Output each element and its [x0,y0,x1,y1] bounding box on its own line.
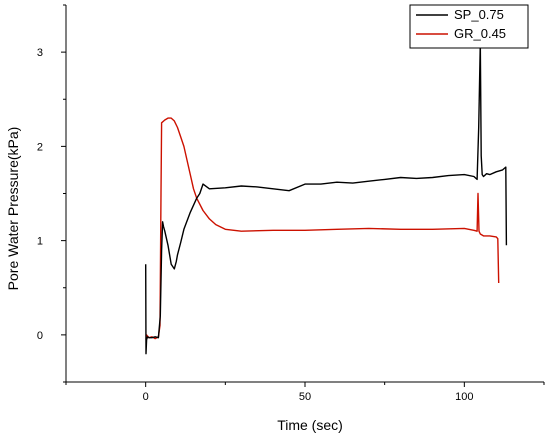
x-axis-title: Time (sec) [277,417,343,433]
y-tick-label-2: 2 [37,141,43,153]
y-tick-label-3: 3 [37,47,43,59]
plot-frame [65,5,544,383]
series-line-sp-0-75 [145,42,508,355]
x-tick-label-0: 0 [143,391,149,403]
legend-label-sp-0-75: SP_0.75 [454,7,504,22]
legend: SP_0.75 GR_0.45 [409,4,529,49]
y-tick-label-1: 1 [37,236,43,248]
legend-box [409,4,529,49]
x-tick-label-50: 50 [299,391,311,403]
y-axis: 0 1 2 3 [37,4,66,383]
x-tick-label-100: 100 [455,391,473,403]
y-tick-label-0: 0 [37,330,43,342]
y-axis-title: Pore Water Pressure(kPa) [5,127,21,291]
legend-label-gr-0-45: GR_0.45 [454,26,506,41]
series-layer [145,42,508,355]
series-line-gr-0-45 [145,117,500,341]
x-axis: 0 50 100 [65,382,545,403]
